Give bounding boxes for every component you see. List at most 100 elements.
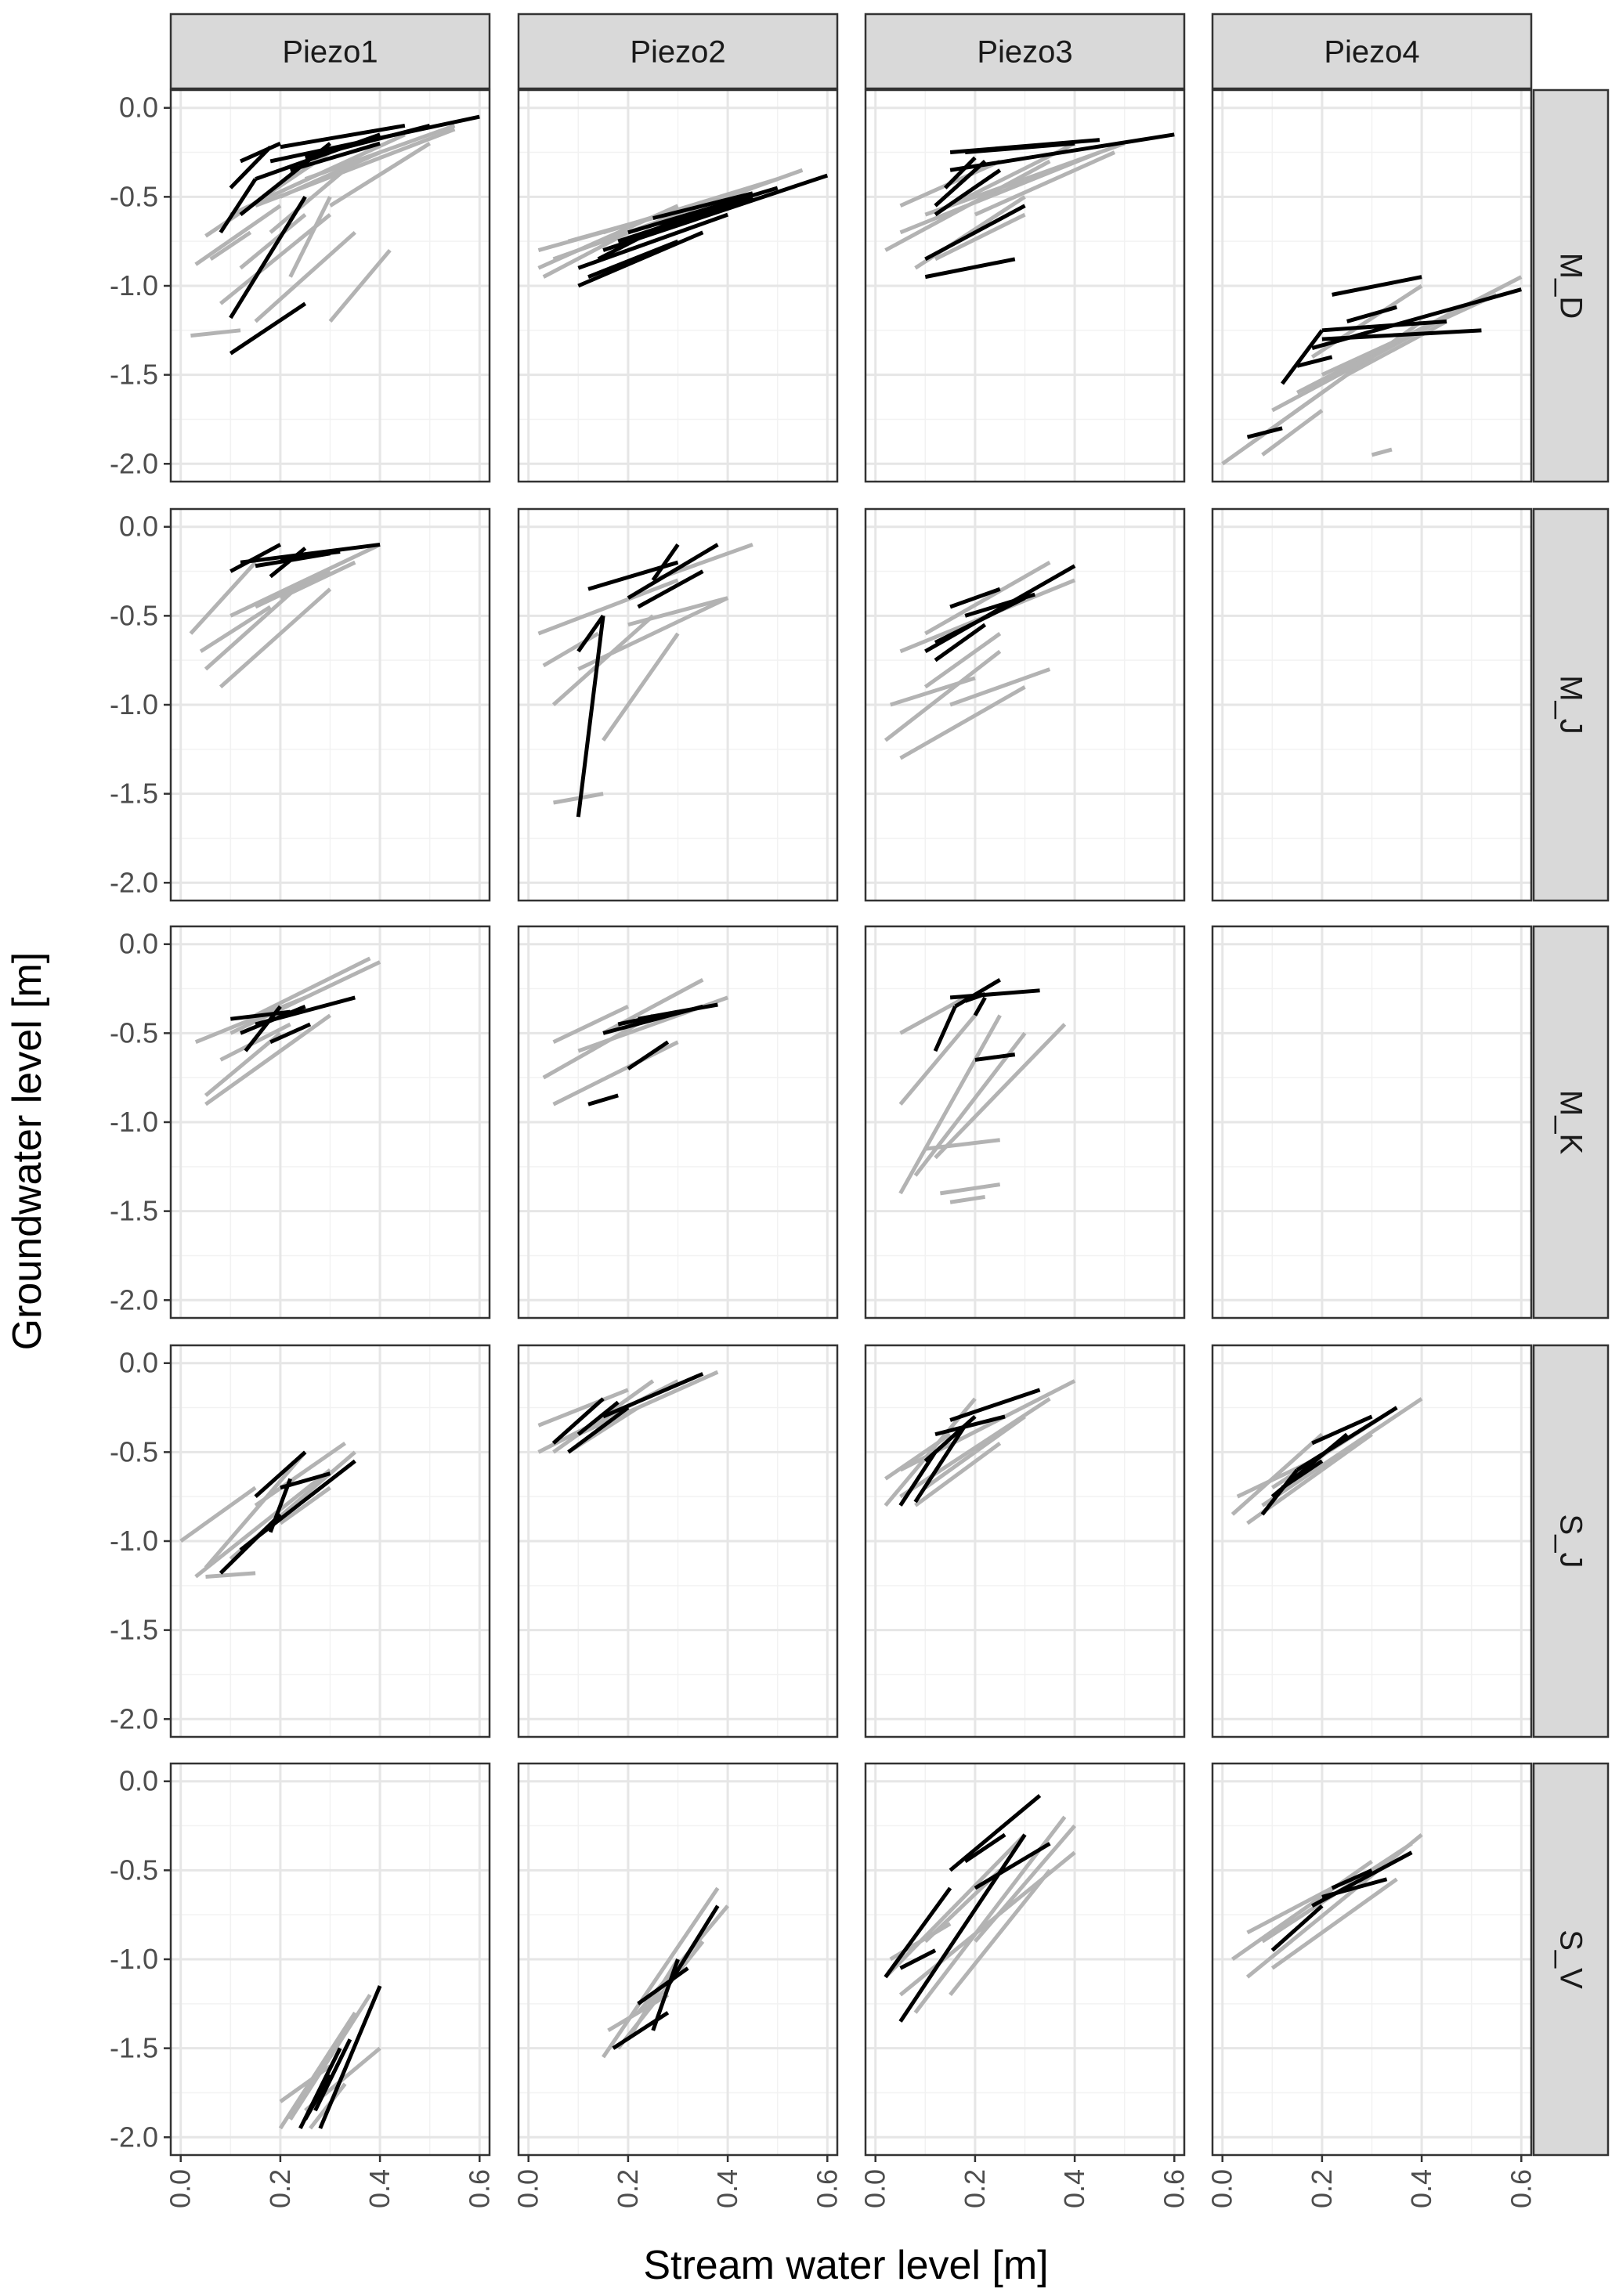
black-segment — [229, 301, 307, 356]
gray-segment — [254, 956, 371, 1017]
gray-segment — [949, 667, 1051, 707]
black-segment — [587, 239, 679, 279]
y-tick-label: -1.0 — [110, 1106, 158, 1138]
gray-segment — [914, 1441, 1002, 1507]
y-axis-title: Groundwater level [m] — [5, 952, 50, 1351]
black-segment — [280, 550, 341, 561]
y-tick-label: -1.5 — [110, 1195, 158, 1227]
row-strip-label: M_K — [1554, 1090, 1588, 1155]
black-segment — [898, 1833, 1027, 2023]
strip-background — [1211, 13, 1533, 90]
gray-segment — [204, 1013, 331, 1106]
panel-s-v-piezo1 — [169, 1762, 491, 2157]
gray-segment — [577, 1370, 719, 1436]
gray-segment — [1261, 409, 1324, 457]
row-strip-label: S_V — [1554, 1930, 1588, 1989]
x-tick-label: 0.6 — [811, 2169, 843, 2208]
black-segment — [934, 623, 987, 662]
black-segment — [949, 132, 1175, 172]
black-segment — [949, 587, 1001, 609]
axes-layer: 0.0 -0.5 -1.0 -1.5 -2.0 0.0 -0.5 -1.0 -1.5 -2.0 0.… — [110, 92, 1537, 2208]
x-tick-label: 0.2 — [1306, 2169, 1338, 2208]
row-strip-s-j: S_J — [1532, 1344, 1610, 1738]
black-segment — [637, 1966, 689, 2005]
gray-segment — [537, 578, 679, 636]
panel-border — [517, 1344, 839, 1738]
panel-s-v-piezo2 — [517, 1762, 839, 2157]
y-tick-label: -1.5 — [110, 1614, 158, 1646]
black-segment — [974, 1842, 1051, 1890]
y-tick-label: -0.5 — [110, 599, 158, 631]
gray-segment — [179, 1486, 257, 1543]
y-tick-label: -2.0 — [110, 447, 158, 479]
column-strip-label: Piezo3 — [977, 35, 1072, 70]
y-tick-label: -2.0 — [110, 866, 158, 898]
gray-segment — [304, 124, 456, 181]
x-tick-label: 0.4 — [1405, 2169, 1437, 2208]
column-strip-piezo1: Piezo1 — [169, 13, 491, 90]
black-segment — [1296, 1406, 1398, 1472]
gray-segment — [934, 1023, 1067, 1160]
gray-segment — [328, 248, 392, 323]
gray-segment — [553, 792, 604, 805]
black-segment — [280, 123, 406, 150]
black-segment — [943, 156, 977, 190]
gray-segment — [219, 587, 332, 689]
gray-segment — [288, 1994, 372, 2121]
y-tick-label: -1.5 — [110, 359, 158, 391]
column-strip-piezo2: Piezo2 — [517, 13, 839, 90]
gray-segment — [551, 614, 655, 706]
black-segment — [239, 1459, 356, 1552]
gray-segment — [552, 1005, 629, 1044]
black-segment — [954, 978, 1001, 1009]
black-segment — [269, 1022, 312, 1045]
black-segment — [229, 196, 307, 319]
black-segment — [934, 160, 987, 208]
panel-m-d-piezo3 — [864, 88, 1186, 483]
gray-segment — [219, 1022, 291, 1062]
x-tick-label: 0.4 — [1058, 2169, 1090, 2208]
panel-m-k-piezo3 — [864, 925, 1186, 1319]
panel-border — [517, 1762, 839, 2157]
y-tick-label: -0.5 — [110, 1854, 158, 1886]
black-segment — [899, 1948, 937, 1970]
gray-segment — [1371, 447, 1393, 457]
black-segment — [964, 141, 1075, 155]
row-strip-label: M_J — [1554, 675, 1588, 735]
panel-m-j-piezo1 — [169, 507, 491, 902]
row-strip-m-j: M_J — [1532, 507, 1610, 902]
black-segment — [1332, 275, 1422, 297]
column-strip-label: Piezo4 — [1324, 35, 1419, 70]
gray-segment — [209, 230, 252, 261]
gray-segment — [949, 1194, 986, 1204]
strip-background — [864, 13, 1186, 90]
gray-segment — [898, 1014, 977, 1106]
panel-m-j-piezo2 — [517, 507, 839, 902]
x-tick-label: 0.0 — [1206, 2169, 1238, 2208]
black-segment — [229, 543, 282, 573]
panel-m-k-piezo2 — [517, 925, 839, 1319]
black-segment — [934, 1414, 1006, 1437]
gray-segment — [1270, 1877, 1398, 1970]
black-segment — [1281, 1459, 1324, 1489]
gray-segment — [199, 605, 272, 653]
y-tick-label: -1.5 — [110, 2032, 158, 2064]
gray-segment — [254, 1441, 347, 1507]
black-segment — [303, 2074, 332, 2121]
black-segment — [567, 1406, 630, 1454]
panel-border — [864, 1762, 1186, 2157]
black-segment — [602, 1372, 704, 1419]
x-tick-label: 0.2 — [264, 2169, 296, 2208]
gray-segment — [329, 142, 432, 208]
black-segment — [627, 543, 719, 600]
black-segment — [934, 596, 1026, 644]
gray-segment — [542, 230, 630, 279]
black-segment — [305, 124, 431, 160]
gray-segment — [254, 230, 356, 323]
black-segment — [924, 204, 1026, 262]
black-segment — [973, 996, 987, 1016]
y-tick-label: -1.0 — [110, 1525, 158, 1557]
panel-border — [1211, 1762, 1533, 2157]
y-tick-label: 0.0 — [119, 1347, 158, 1379]
black-segment — [587, 1093, 619, 1106]
